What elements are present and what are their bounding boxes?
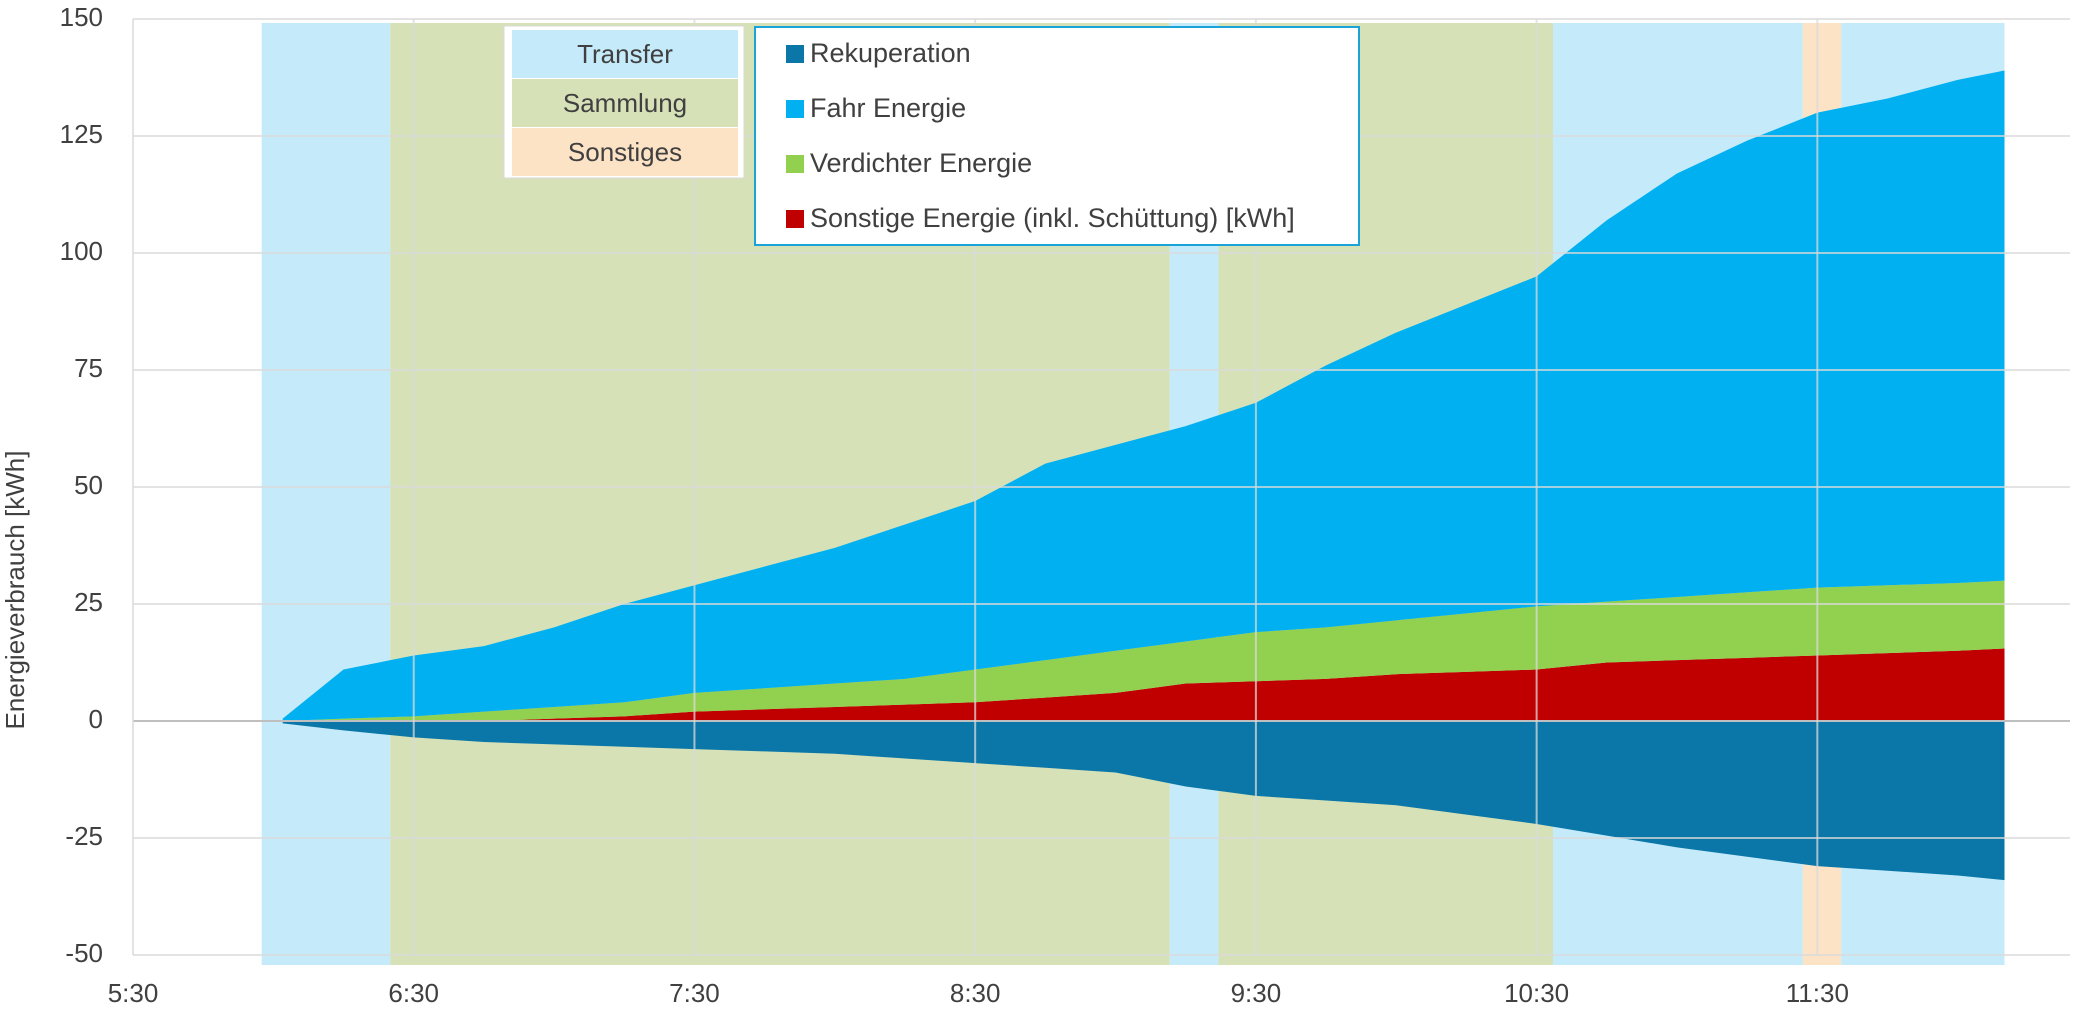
phase-legend-swatch <box>512 79 738 127</box>
y-tick-label: -25 <box>65 821 103 851</box>
legend-swatch <box>786 100 804 118</box>
x-tick-label: 11:30 <box>1786 978 1849 1008</box>
y-tick-label: 75 <box>74 353 103 383</box>
x-tick-label: 5:30 <box>108 978 159 1008</box>
area <box>282 648 2005 721</box>
phase-legend-label: Transfer <box>577 39 673 69</box>
y-tick-label: 125 <box>60 119 103 149</box>
x-tick-label: 8:30 <box>950 978 1001 1008</box>
legend-label: Fahr Energie <box>810 93 966 123</box>
y-tick-label: 0 <box>89 704 103 734</box>
phase-legend-swatch <box>512 128 738 176</box>
legend-swatch <box>786 45 804 63</box>
area <box>282 70 2005 722</box>
y-tick-label: -50 <box>65 938 103 968</box>
legend-label: Verdichter Energie <box>810 148 1032 178</box>
legend-label: Rekuperation <box>810 38 971 68</box>
legend-label: Sonstige Energie (inkl. Schüttung) [kWh] <box>810 203 1295 233</box>
area <box>282 721 2005 881</box>
x-tick-label: 6:30 <box>388 978 439 1008</box>
legend-swatch <box>786 210 804 228</box>
phase-legend-swatch <box>512 30 738 78</box>
y-tick-label: 100 <box>60 236 103 266</box>
x-tick-label: 9:30 <box>1231 978 1282 1008</box>
y-axis-title: Energieverbrauch [kWh] <box>0 451 30 730</box>
phase-legend-label: Sammlung <box>563 88 687 118</box>
legend-box <box>754 26 1360 246</box>
x-tick-label: 7:30 <box>669 978 720 1008</box>
phase-legend-label: Sonstiges <box>568 137 682 167</box>
y-tick-label: 50 <box>74 470 103 500</box>
y-tick-label: 25 <box>74 587 103 617</box>
y-tick-label: 150 <box>60 2 103 32</box>
legend-swatch <box>786 155 804 173</box>
x-tick-label: 10:30 <box>1504 978 1569 1008</box>
phase-band <box>261 23 391 965</box>
area <box>282 580 2005 721</box>
